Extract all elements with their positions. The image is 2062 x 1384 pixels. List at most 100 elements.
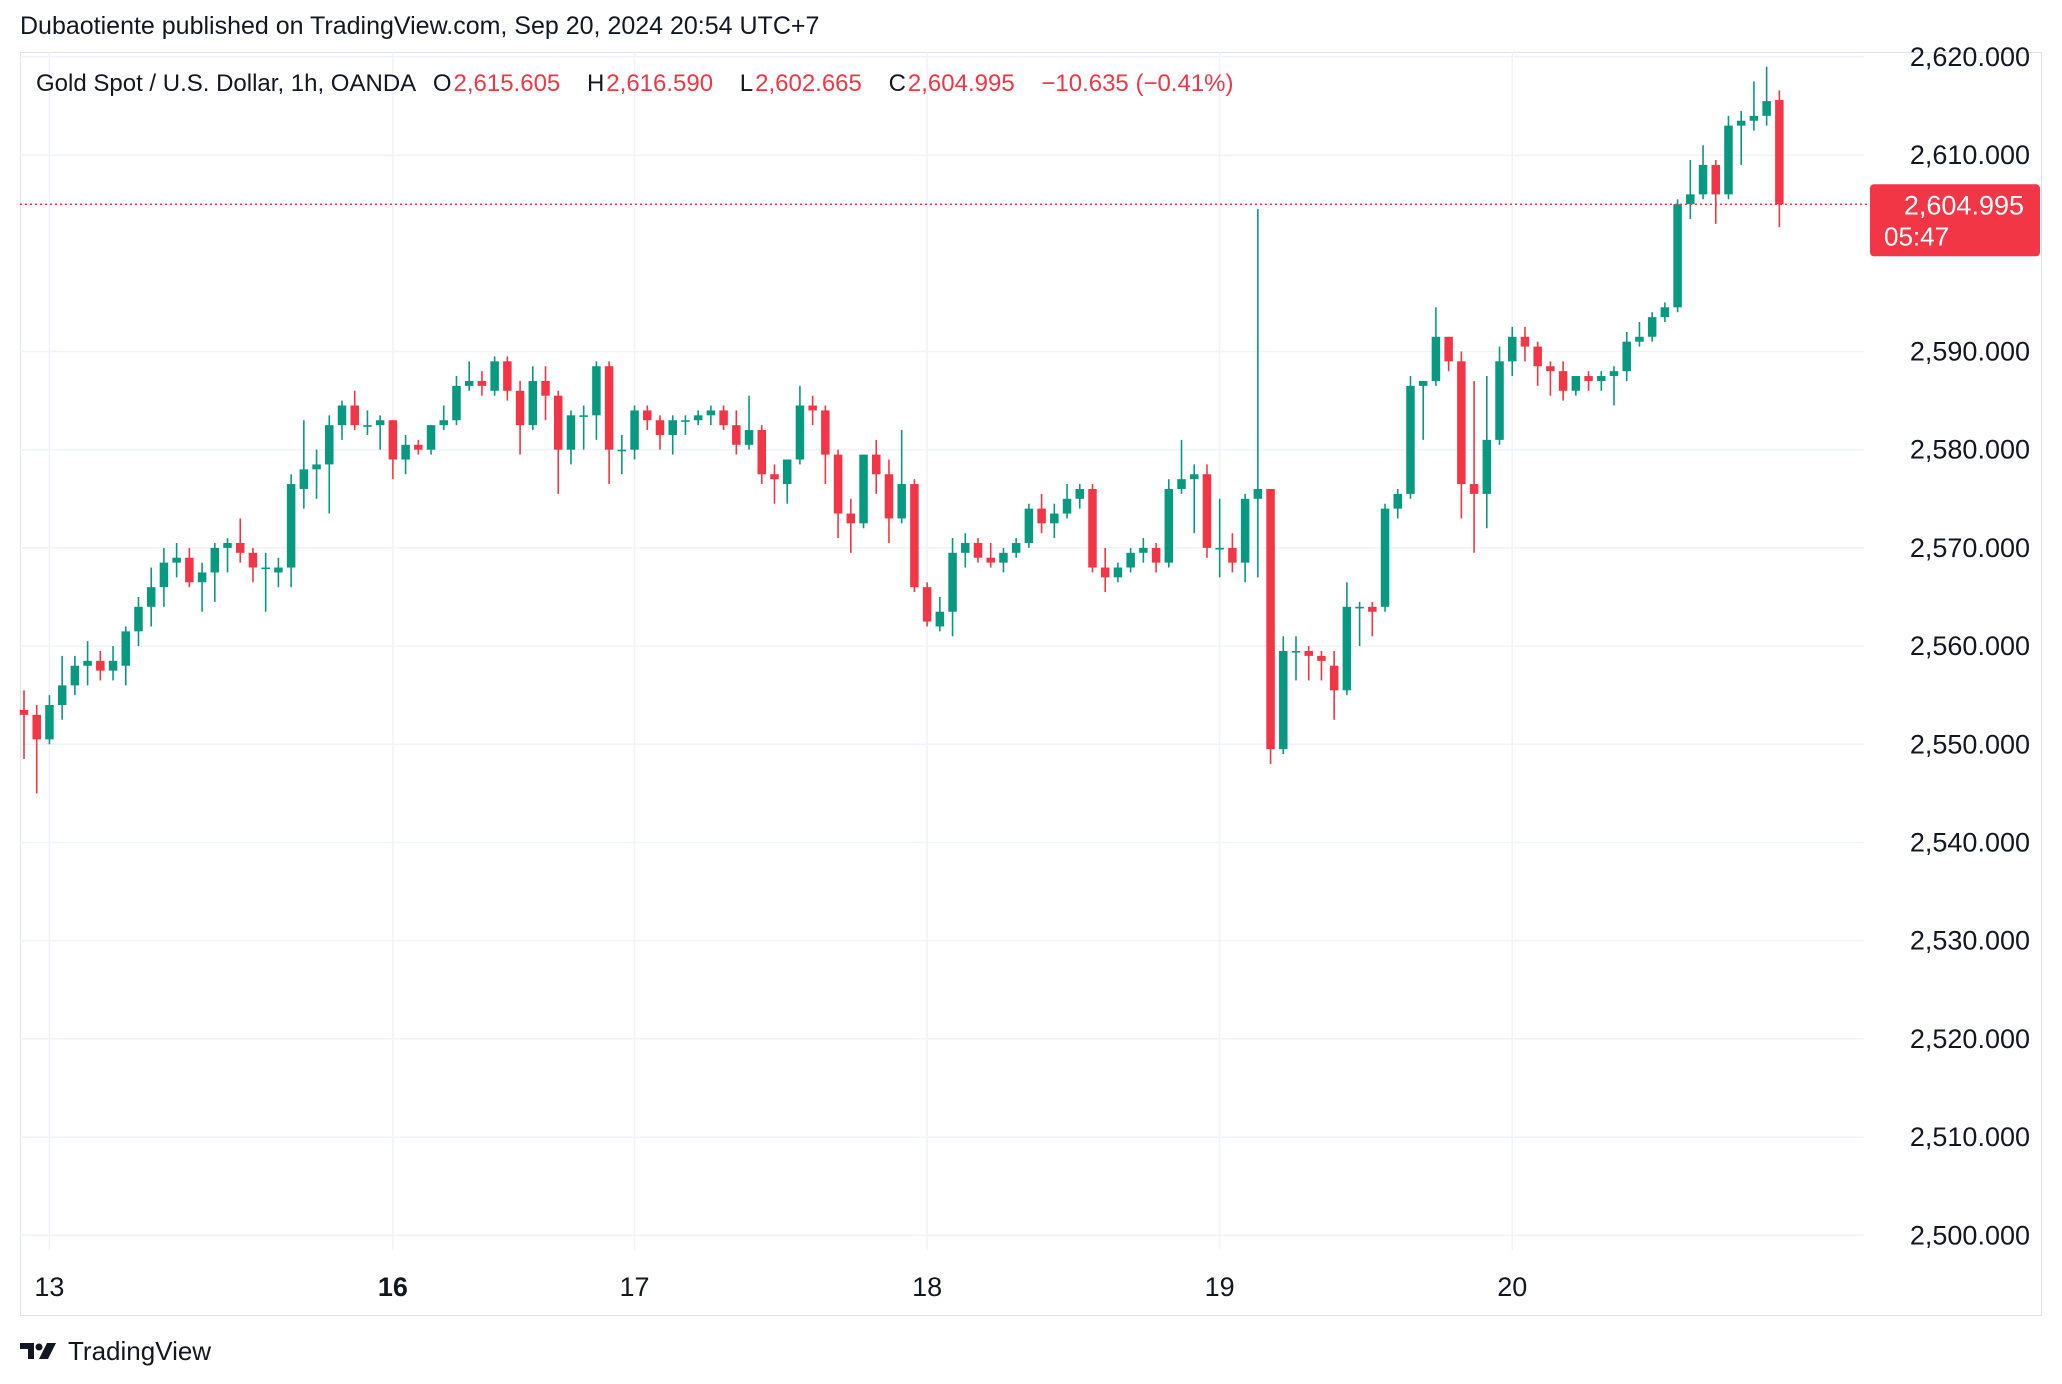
candle-body	[350, 405, 359, 426]
high-key: H	[586, 70, 605, 97]
candle-body	[325, 425, 334, 465]
candle-body	[1011, 542, 1021, 553]
candle-body	[1215, 547, 1224, 550]
candle-body	[1507, 336, 1517, 362]
price-tick-label: 2,530.000	[1910, 926, 2030, 956]
candle-body	[566, 415, 576, 450]
candle-body	[1444, 336, 1453, 362]
candle-body	[210, 547, 220, 573]
candle-body	[515, 390, 525, 426]
candle-body	[1749, 115, 1759, 121]
candle-body	[846, 513, 856, 524]
candle-body	[426, 425, 436, 450]
candle-body	[808, 405, 817, 411]
date-tick-label: 17	[620, 1272, 650, 1302]
candle-body	[668, 420, 677, 435]
price-tick-label: 2,610.000	[1910, 140, 2030, 170]
candle-body	[83, 660, 92, 666]
candle-body	[617, 449, 627, 452]
candle-body	[414, 444, 423, 450]
bar-countdown: 05:47	[1884, 221, 1949, 251]
candle-body	[553, 395, 563, 450]
candle-body	[401, 444, 410, 460]
high-value: 2,616.590	[606, 70, 714, 97]
candle-body	[1050, 513, 1059, 524]
candle-body	[464, 380, 474, 386]
candle-body	[1368, 606, 1377, 612]
candle-body	[172, 557, 181, 563]
candle-body	[159, 562, 169, 588]
candle-body	[1711, 164, 1721, 195]
candle-body	[503, 361, 512, 391]
candle-body	[744, 430, 754, 445]
price-tick-label: 2,520.000	[1910, 1024, 2030, 1054]
candle-body	[922, 587, 932, 622]
candle-body	[121, 631, 131, 666]
candle-body	[1075, 488, 1085, 499]
chart-frame	[20, 52, 2042, 1316]
candle-body	[541, 380, 550, 396]
candle-body	[1164, 488, 1174, 563]
candle-body	[1240, 498, 1250, 563]
low-key: L	[739, 70, 754, 97]
candle-body	[871, 454, 881, 475]
candle-body	[910, 484, 919, 588]
candle-body	[1317, 655, 1326, 661]
candle-body	[235, 542, 245, 553]
candle-body	[1584, 376, 1593, 381]
candle-body	[185, 557, 194, 583]
date-tick-label: 20	[1497, 1272, 1527, 1302]
candle-body	[261, 567, 270, 570]
candle-body	[477, 380, 487, 386]
candle-body	[859, 454, 868, 524]
candle-body	[948, 552, 957, 612]
candle-body	[1380, 508, 1390, 607]
date-tick-label: 19	[1205, 1272, 1235, 1302]
candle-body	[108, 660, 118, 671]
candle-body	[1189, 474, 1199, 480]
candle-body	[1558, 371, 1568, 391]
candle-body	[312, 464, 321, 470]
open-value: 2,615.605	[453, 70, 561, 97]
candle-body	[897, 484, 906, 519]
candle-body	[32, 714, 41, 740]
date-tick-label: 16	[378, 1272, 408, 1302]
candle-body	[795, 405, 805, 460]
candle-body	[274, 567, 283, 573]
candle-body	[1342, 606, 1352, 691]
last-price-value: 2,604.995	[1904, 190, 2024, 220]
candle-body	[1622, 341, 1631, 372]
candle-body	[1279, 651, 1288, 750]
candle-body	[935, 611, 945, 627]
candle-body	[1088, 488, 1097, 568]
candle-body	[1037, 508, 1046, 524]
candle-body	[1431, 336, 1441, 381]
candle-body	[1355, 606, 1364, 609]
candle-body	[1647, 317, 1657, 337]
candle-body	[57, 685, 67, 706]
candle-body	[706, 410, 716, 416]
candle-body	[96, 660, 105, 671]
candle-body	[45, 705, 54, 740]
price-tick-label: 2,540.000	[1910, 827, 2030, 857]
candle-body	[197, 572, 207, 583]
candle-body	[1635, 336, 1644, 342]
candle-body	[1520, 336, 1530, 347]
candle-body	[1686, 194, 1695, 205]
candle-body	[146, 587, 156, 607]
candle-body	[223, 542, 232, 548]
candle-body	[1533, 346, 1542, 367]
footer-brand[interactable]: TradingView	[20, 1336, 211, 1367]
candle-body	[1660, 307, 1670, 318]
price-tick-label: 2,580.000	[1910, 435, 2030, 465]
candle-body	[452, 385, 461, 421]
candle-body	[439, 420, 449, 426]
candle-body	[1202, 474, 1212, 548]
price-tick-label: 2,560.000	[1910, 631, 2030, 661]
candle-body	[821, 410, 830, 455]
candle-body	[986, 557, 995, 563]
candle-body	[1457, 361, 1466, 485]
candle-body	[1228, 547, 1237, 563]
symbol-label: Gold Spot / U.S. Dollar, 1h, OANDA	[36, 70, 417, 97]
